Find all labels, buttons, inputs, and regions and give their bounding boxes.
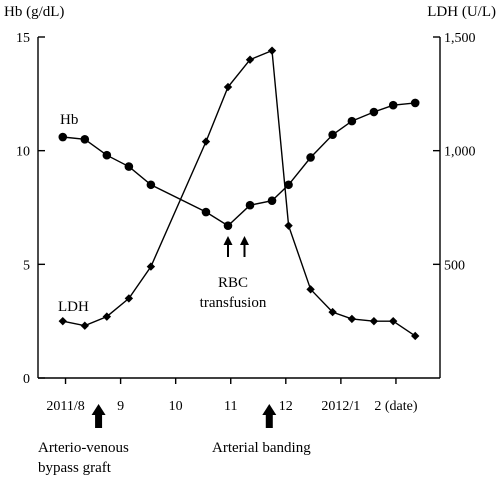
hb-series-label: Hb	[60, 112, 78, 128]
hb-point	[245, 200, 255, 210]
series-layer	[58, 46, 420, 341]
ldh-point	[388, 316, 398, 326]
hb-point	[267, 196, 277, 205]
hb-point	[369, 107, 379, 117]
hb-line	[62, 102, 416, 227]
x-tick-label: 9	[117, 399, 124, 414]
arrow-head	[240, 236, 250, 245]
ldh-point	[80, 321, 90, 330]
ldh-point	[411, 331, 420, 341]
ldh-point	[369, 316, 379, 326]
left-tick-label: 10	[16, 145, 30, 160]
ldh-line	[62, 49, 416, 337]
av-label-line1: Arterio-venous	[38, 440, 129, 456]
rbc-arrow	[223, 236, 233, 257]
hb-point	[284, 180, 293, 190]
series-hb	[58, 98, 420, 230]
hb-point	[223, 221, 233, 230]
ldh-point	[223, 82, 233, 92]
hb-point	[347, 116, 357, 126]
ldh-point	[201, 137, 211, 146]
series-ldh	[58, 46, 420, 341]
x-tick-label: 12	[279, 399, 293, 414]
ldh-point	[58, 316, 67, 326]
arrow-shaft	[265, 413, 273, 428]
hb-point	[410, 98, 420, 108]
arrow-head	[91, 404, 106, 415]
ldh-point	[102, 312, 112, 321]
ldh-point	[146, 262, 156, 271]
x-tick-label: 11	[224, 399, 237, 414]
av-label-line2: bypass graft	[38, 460, 112, 476]
banding-arrow	[262, 404, 277, 428]
ldh-series-label: LDH	[58, 299, 89, 315]
hb-point	[306, 153, 315, 162]
left-tick-label: 0	[23, 372, 30, 387]
rbc-label-line1: RBC	[218, 275, 248, 291]
left-tick-label: 5	[23, 258, 30, 273]
ldh-point	[347, 314, 357, 324]
hb-point	[388, 100, 398, 110]
ldh-point	[328, 307, 337, 317]
left-axis-title: Hb (g/dL)	[4, 4, 64, 20]
axes: Hb (g/dL) LDH (U/L) 0 5 10 15 500 1,000 1,500 201…	[4, 4, 496, 414]
x-tick-label: 2 (date)	[374, 399, 417, 414]
x-tick-label: 10	[169, 399, 183, 414]
hb-point	[201, 207, 211, 217]
ldh-point	[306, 285, 315, 294]
labels: Hb LDH RBC transfusion Arterio-venous bypass …	[38, 112, 311, 476]
rbc-arrow	[240, 236, 250, 257]
hb-point	[124, 162, 134, 171]
ldh-point	[267, 46, 277, 55]
arrow-head	[223, 236, 233, 245]
ldh-point	[284, 221, 293, 230]
arrow-shaft	[95, 413, 103, 428]
arrow-head	[262, 404, 277, 415]
hb-point	[102, 150, 112, 160]
hb-point	[146, 180, 156, 190]
hb-point	[58, 132, 68, 142]
right-tick-label: 1,000	[444, 145, 476, 160]
av-arrow	[91, 404, 106, 428]
right-tick-label: 500	[444, 258, 465, 273]
right-tick-label: 1,500	[444, 31, 476, 46]
ldh-point	[124, 294, 134, 303]
left-tick-label: 15	[16, 31, 30, 46]
hb-point	[328, 130, 337, 140]
right-axis-title: LDH (U/L)	[427, 4, 496, 20]
x-tick-label: 2011/8	[46, 399, 84, 414]
hb-point	[80, 135, 90, 144]
rbc-label-line2: transfusion	[200, 295, 267, 311]
x-tick-label: 2012/1	[321, 399, 360, 414]
banding-label: Arterial banding	[212, 440, 311, 456]
ldh-point	[245, 55, 255, 64]
